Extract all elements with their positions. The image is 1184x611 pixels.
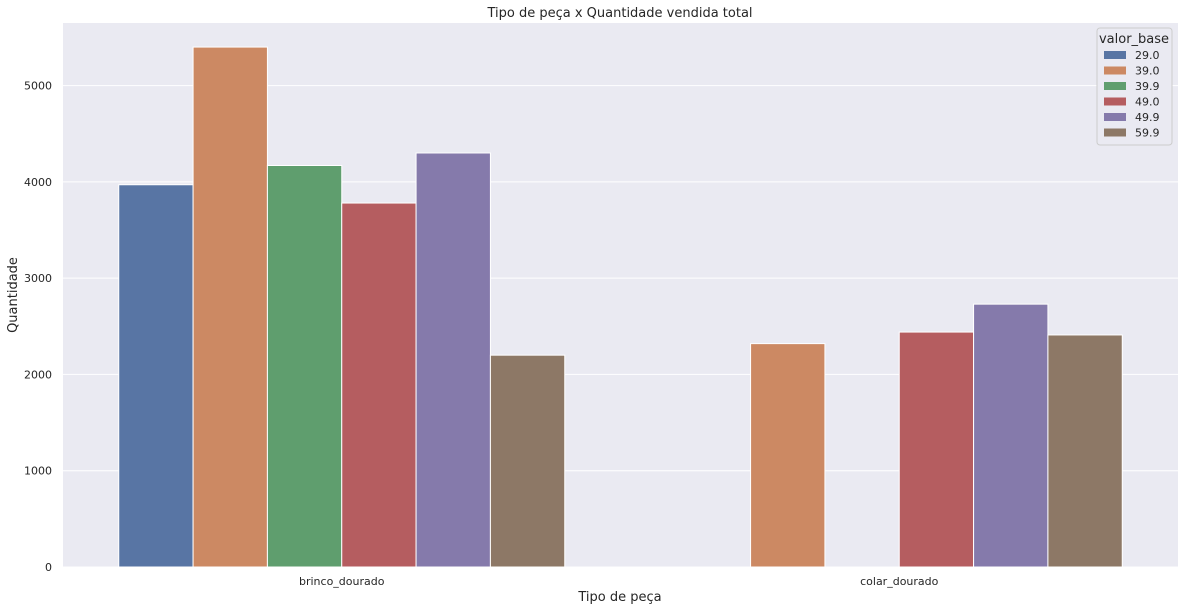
bar-brinco_dourado-49.0 [341,202,417,568]
y-axis-title: Quantidade [6,257,21,333]
legend-swatch [1104,82,1126,90]
y-tick-label: 0 [45,561,52,574]
legend-label: 39.0 [1135,65,1160,78]
legend-swatch [1104,97,1126,106]
legend-title: valor_base [1099,32,1169,47]
chart-title: Tipo de peça x Quantidade vendida total [486,6,752,21]
bar-colar_dourado-39.0 [750,343,826,568]
bar-colar_dourado-49.0 [898,331,975,568]
bar-brinco_dourado-49.9 [415,152,491,568]
legend: valor_base 29.0 39.0 39.9 49.0 49.9 59.9 [1096,27,1173,146]
legend-items: 29.0 39.0 39.9 49.0 49.9 59.9 [1104,49,1160,140]
x-tick-label: brinco_dourado [299,575,385,588]
bar-brinco_dourado-59.9 [489,354,566,568]
y-tick-label: 4000 [24,176,52,189]
legend-swatch [1104,128,1126,137]
bar-brinco_dourado-39.0 [192,46,268,568]
legend-label: 59.9 [1135,127,1160,140]
y-tick-label: 2000 [24,368,52,381]
legend-label: 49.9 [1135,111,1160,124]
legend-swatch [1104,66,1126,75]
bar-colar_dourado-49.9 [973,303,1049,568]
y-tick-labels: 0 1000 2000 3000 4000 5000 [24,80,52,574]
bars [118,46,1123,568]
bar-colar_dourado-59.9 [1047,334,1123,568]
legend-label: 49.0 [1135,96,1160,109]
legend-swatch [1104,113,1126,121]
y-tick-label: 1000 [24,465,52,478]
x-axis-title: Tipo de peça [577,590,661,605]
legend-label: 39.9 [1135,80,1160,93]
x-tick-labels: brinco_dourado colar_dourado [299,575,939,588]
x-tick-label: colar_dourado [860,575,939,588]
legend-swatch [1104,51,1126,59]
y-tick-label: 5000 [24,80,52,93]
y-tick-label: 3000 [24,272,52,285]
bar-brinco_dourado-39.9 [266,164,343,568]
legend-label: 29.0 [1135,49,1160,62]
bar-brinco_dourado-29.0 [118,184,194,568]
